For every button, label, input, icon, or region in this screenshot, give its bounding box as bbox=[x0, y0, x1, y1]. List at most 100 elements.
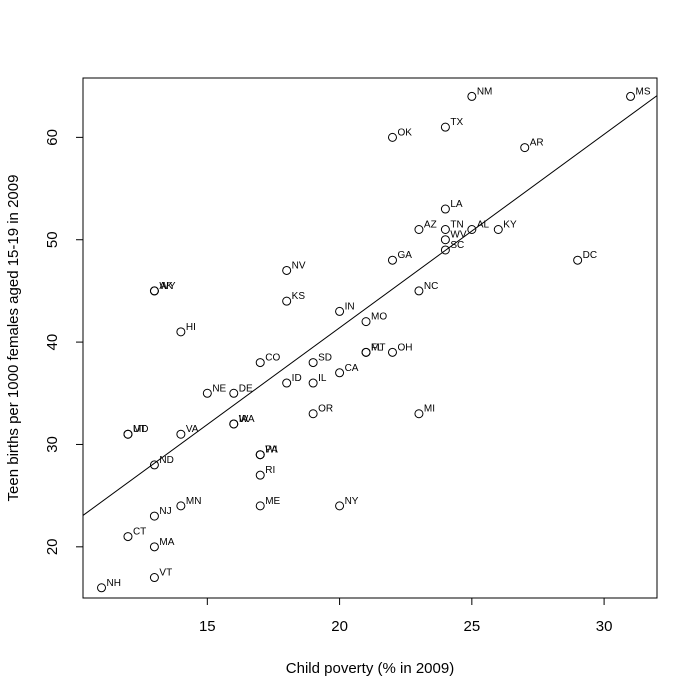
point-label: CT bbox=[133, 527, 146, 538]
data-point bbox=[149, 542, 159, 552]
point-label: ME bbox=[265, 496, 280, 507]
point-label: NC bbox=[424, 281, 438, 292]
data-point bbox=[176, 327, 186, 337]
point-label: AZ bbox=[424, 219, 437, 230]
y-axis: 20 30 40 50 60 bbox=[44, 129, 83, 555]
x-tick-label: 15 bbox=[199, 618, 216, 635]
point-label: WI bbox=[265, 445, 277, 456]
point-label: NH bbox=[107, 578, 121, 589]
point-label: MS bbox=[636, 86, 651, 97]
data-point bbox=[255, 470, 265, 480]
data-point bbox=[255, 450, 265, 460]
point-label: SC bbox=[450, 240, 464, 251]
data-point bbox=[202, 388, 212, 398]
data-point bbox=[149, 460, 159, 470]
data-point bbox=[573, 255, 583, 265]
point-label: MN bbox=[186, 496, 202, 507]
point-label: WY bbox=[159, 281, 175, 292]
data-point bbox=[176, 501, 186, 511]
point-label: AK bbox=[159, 281, 173, 292]
data-point bbox=[440, 204, 450, 214]
data-point bbox=[149, 573, 159, 583]
point-label: VA bbox=[186, 424, 199, 435]
point-label: ID bbox=[292, 373, 302, 384]
data-point bbox=[282, 296, 292, 306]
data-point bbox=[440, 245, 450, 255]
data-point bbox=[255, 501, 265, 511]
data-point bbox=[387, 255, 397, 265]
data-point bbox=[308, 378, 318, 388]
x-axis-label: Child poverty (% in 2009) bbox=[286, 660, 454, 677]
point-label: KY bbox=[503, 219, 517, 230]
point-label: KS bbox=[292, 291, 306, 302]
data-point bbox=[467, 224, 477, 234]
point-label: NJ bbox=[159, 506, 171, 517]
data-point bbox=[149, 286, 159, 296]
data-point bbox=[335, 368, 345, 378]
point-label: NE bbox=[212, 383, 226, 394]
point-label: DC bbox=[583, 250, 597, 261]
data-point bbox=[361, 317, 371, 327]
regression-line bbox=[83, 95, 657, 516]
x-tick-label: 30 bbox=[596, 618, 613, 635]
point-label: OH bbox=[397, 342, 412, 353]
data-point bbox=[520, 143, 530, 153]
point-label: WV bbox=[450, 230, 466, 241]
x-axis: 15 20 25 30 bbox=[199, 598, 612, 635]
data-point bbox=[467, 91, 477, 101]
point-label: OR bbox=[318, 404, 333, 415]
point-label: PA bbox=[265, 445, 278, 456]
data-point bbox=[414, 224, 424, 234]
point-label: HI bbox=[186, 322, 196, 333]
y-tick-label: 20 bbox=[44, 538, 61, 555]
data-point bbox=[255, 358, 265, 368]
point-label: AL bbox=[477, 219, 490, 230]
data-point bbox=[387, 132, 397, 142]
data-point bbox=[123, 532, 133, 542]
data-point bbox=[335, 306, 345, 316]
data-point bbox=[414, 286, 424, 296]
point-label: TX bbox=[450, 117, 463, 128]
data-point bbox=[308, 409, 318, 419]
x-tick-label: 25 bbox=[463, 618, 480, 635]
point-label: TN bbox=[450, 219, 463, 230]
point-label: MA bbox=[159, 537, 174, 548]
point-label: RI bbox=[265, 465, 275, 476]
data-point bbox=[149, 511, 159, 521]
point-label: FL bbox=[371, 342, 383, 353]
data-point bbox=[97, 583, 107, 593]
point-label: MI bbox=[424, 404, 435, 415]
data-point bbox=[229, 419, 239, 429]
data-point bbox=[361, 347, 371, 357]
data-point bbox=[308, 358, 318, 368]
y-tick-label: 40 bbox=[44, 334, 61, 351]
y-tick-label: 60 bbox=[44, 129, 61, 146]
data-point bbox=[123, 429, 133, 439]
point-label: OK bbox=[397, 127, 412, 138]
data-point bbox=[229, 388, 239, 398]
data-point bbox=[414, 409, 424, 419]
y-tick-label: 30 bbox=[44, 436, 61, 453]
point-label: MD bbox=[133, 424, 149, 435]
x-tick-label: 20 bbox=[331, 618, 348, 635]
point-label: SD bbox=[318, 353, 332, 364]
data-point bbox=[493, 224, 503, 234]
data-point bbox=[387, 347, 397, 357]
point-label: VT bbox=[159, 568, 172, 579]
point-label: WA bbox=[239, 414, 255, 425]
y-axis-label: Teen births per 1000 females aged 15-19 … bbox=[5, 175, 22, 502]
data-point bbox=[440, 224, 450, 234]
data-point bbox=[176, 429, 186, 439]
point-label: LA bbox=[450, 199, 463, 210]
data-point bbox=[282, 265, 292, 275]
point-label: CA bbox=[345, 363, 359, 374]
data-point bbox=[440, 122, 450, 132]
point-label: NM bbox=[477, 86, 493, 97]
point-label: AR bbox=[530, 138, 544, 149]
point-label: NV bbox=[292, 260, 306, 271]
point-label: CO bbox=[265, 353, 280, 364]
point-label: ND bbox=[159, 455, 173, 466]
point-label: UT bbox=[133, 424, 146, 435]
point-label: MO bbox=[371, 312, 387, 323]
